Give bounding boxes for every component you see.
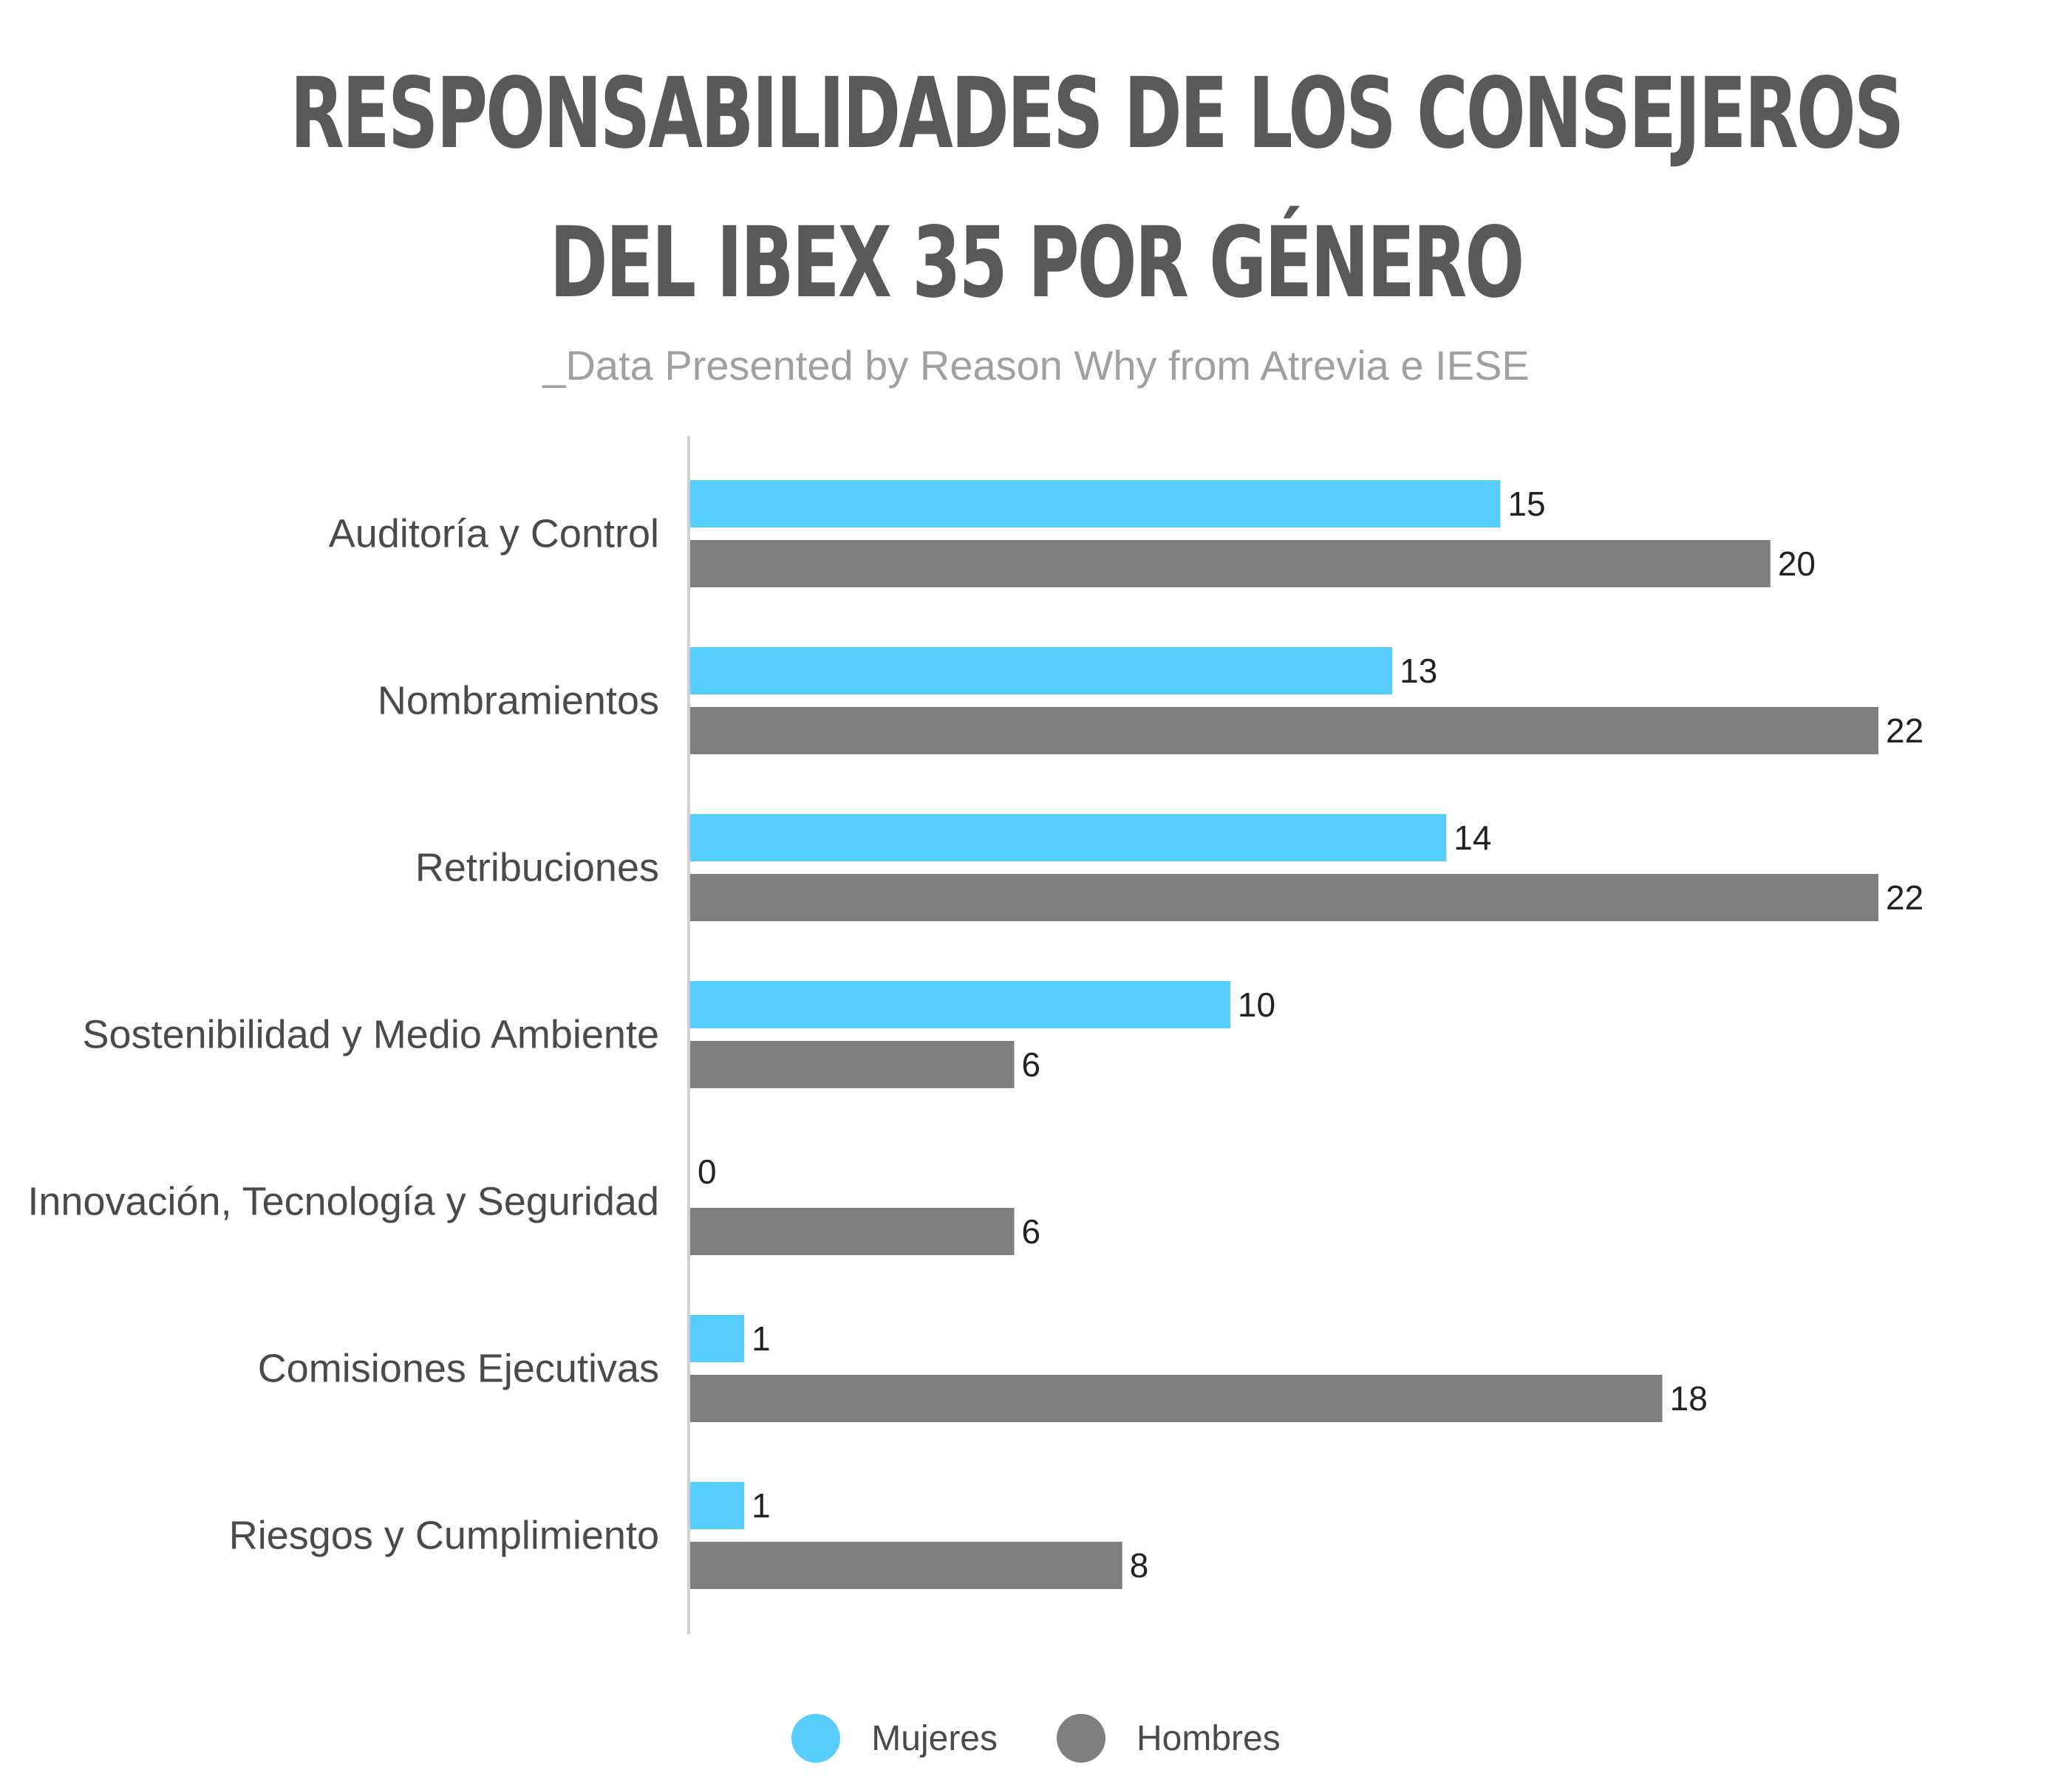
category-label: Retribuciones bbox=[415, 846, 659, 890]
data-label: 18 bbox=[1670, 1379, 1708, 1418]
data-label: 6 bbox=[1022, 1212, 1041, 1251]
bar-hombres bbox=[690, 707, 1878, 754]
category-label: Sostenibilidad y Medio Ambiente bbox=[83, 1013, 659, 1057]
bar-hombres bbox=[690, 1041, 1015, 1088]
category-label: Comisiones Ejecutivas bbox=[258, 1347, 659, 1391]
bar-hombres bbox=[690, 1208, 1015, 1255]
category-label: Auditoría y Control bbox=[329, 512, 659, 556]
bar-mujeres bbox=[690, 480, 1501, 527]
bar-mujeres bbox=[690, 1315, 745, 1362]
data-label: 22 bbox=[1886, 711, 1923, 750]
bar-hombres bbox=[690, 1542, 1122, 1589]
data-label: 22 bbox=[1886, 878, 1923, 917]
data-label: 6 bbox=[1022, 1045, 1041, 1084]
category-label: Innovación, Tecnología y Seguridad bbox=[27, 1180, 659, 1224]
data-label: 1 bbox=[752, 1319, 771, 1358]
bar-hombres bbox=[690, 1375, 1663, 1422]
chart-title-line-2: DEL IBEX 35 POR GÉNERO bbox=[549, 206, 1525, 320]
chart-title-line-1: RESPONSABILIDADES DE LOS CONSEJEROS bbox=[290, 57, 1905, 171]
legend-label-mujeres: Mujeres bbox=[871, 1718, 998, 1758]
chart-legend: Mujeres Hombres bbox=[0, 1714, 2072, 1763]
data-label: 0 bbox=[698, 1152, 717, 1191]
chart-subtitle: _Data Presented by Reason Why from Atrev… bbox=[542, 342, 1530, 389]
category-label: Riesgos y Cumplimiento bbox=[229, 1514, 659, 1558]
category-label: Nombramientos bbox=[378, 679, 659, 723]
data-label: 15 bbox=[1507, 485, 1545, 523]
bar-mujeres bbox=[690, 647, 1393, 694]
bar-mujeres bbox=[690, 1482, 745, 1529]
data-label: 1 bbox=[752, 1486, 771, 1525]
legend-swatch-hombres bbox=[1057, 1714, 1105, 1763]
data-label: 10 bbox=[1238, 985, 1275, 1024]
data-label: 14 bbox=[1454, 819, 1491, 857]
bar-hombres bbox=[690, 874, 1878, 921]
bar-hombres bbox=[690, 540, 1771, 587]
data-label: 8 bbox=[1130, 1546, 1149, 1585]
data-label: 20 bbox=[1778, 544, 1816, 583]
bar-mujeres bbox=[690, 981, 1230, 1028]
bar-mujeres bbox=[690, 814, 1447, 861]
legend-label-hombres: Hombres bbox=[1136, 1718, 1281, 1758]
legend-item-mujeres: Mujeres bbox=[791, 1714, 998, 1763]
legend-swatch-mujeres bbox=[791, 1714, 841, 1763]
data-label: 13 bbox=[1400, 652, 1437, 690]
legend-item-hombres: Hombres bbox=[1057, 1714, 1281, 1763]
